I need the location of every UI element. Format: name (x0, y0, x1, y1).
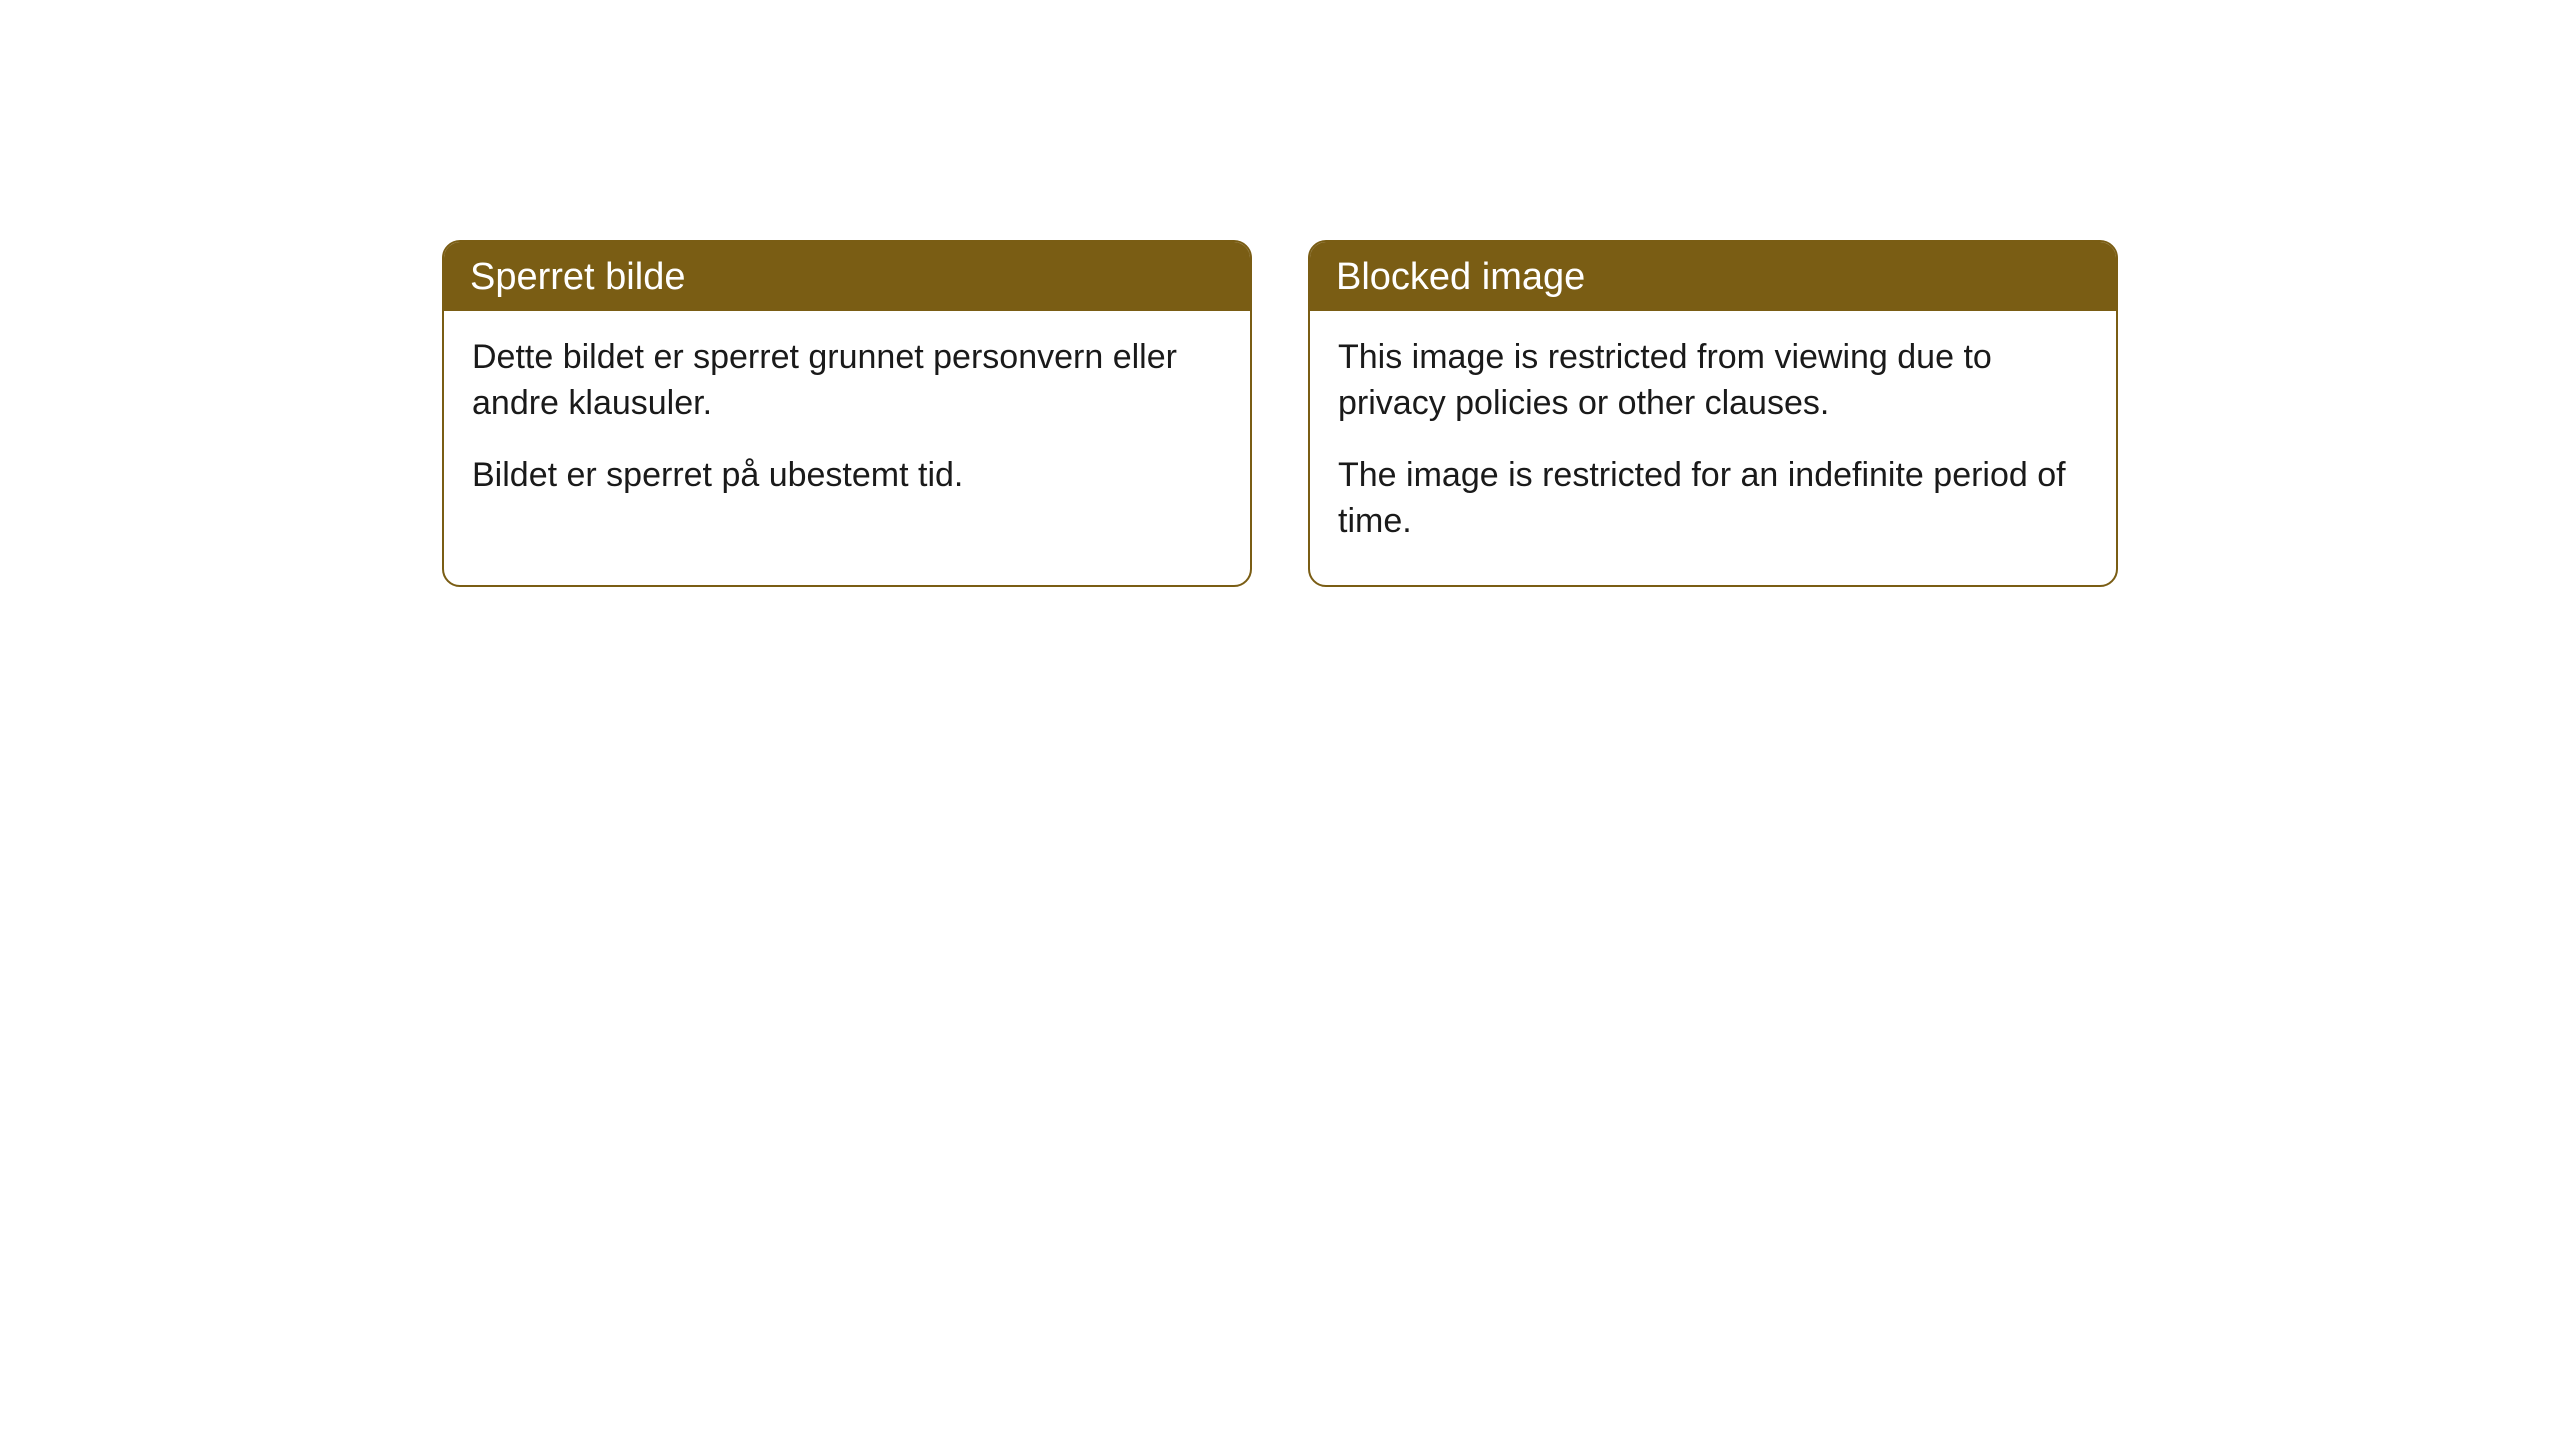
card-paragraph-1: Dette bildet er sperret grunnet personve… (472, 335, 1222, 427)
card-paragraph-1: This image is restricted from viewing du… (1338, 335, 2088, 427)
card-header: Blocked image (1310, 242, 2116, 311)
card-title: Blocked image (1336, 256, 1585, 298)
card-header: Sperret bilde (444, 242, 1250, 311)
card-paragraph-2: The image is restricted for an indefinit… (1338, 453, 2088, 545)
card-title: Sperret bilde (470, 256, 685, 298)
card-paragraph-2: Bildet er sperret på ubestemt tid. (472, 453, 1222, 499)
card-body: This image is restricted from viewing du… (1310, 311, 2116, 585)
blocked-image-card-english: Blocked image This image is restricted f… (1308, 240, 2118, 587)
blocked-image-card-norwegian: Sperret bilde Dette bildet er sperret gr… (442, 240, 1252, 587)
cards-container: Sperret bilde Dette bildet er sperret gr… (434, 240, 2127, 587)
card-body: Dette bildet er sperret grunnet personve… (444, 311, 1250, 539)
